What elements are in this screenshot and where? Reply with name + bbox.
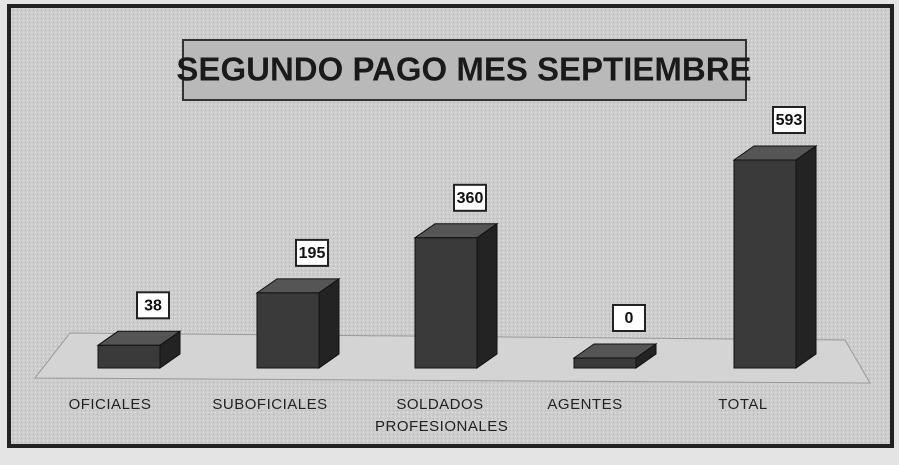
bar	[414, 237, 478, 369]
value-label: 38	[144, 298, 162, 315]
value-label: 195	[299, 245, 326, 262]
value-label-box	[136, 291, 170, 320]
bar	[733, 159, 797, 369]
value-label: 593	[776, 112, 803, 129]
bar-side	[476, 222, 498, 369]
x-tick-label: AGENTES	[547, 396, 623, 413]
x-tick-label: OFICIALES	[68, 396, 152, 413]
bar	[256, 292, 320, 369]
bar-side	[795, 145, 817, 369]
x-tick-label: TOTAL	[718, 396, 768, 413]
x-tick-label: SOLDADOS PROFESIONALES	[375, 396, 509, 435]
title-box	[182, 39, 747, 101]
value-label-box	[612, 304, 646, 332]
x-tick-label: SUBOFICIALES	[212, 396, 328, 413]
value-label-box	[772, 106, 806, 134]
bar	[573, 357, 637, 369]
value-label-box	[295, 238, 329, 267]
bar-side	[318, 277, 340, 369]
bar	[97, 344, 161, 369]
value-label: 360	[457, 190, 484, 207]
value-label: 0	[625, 310, 634, 327]
chart-title: SEGUNDO PAGO MES SEPTIEMBRE	[176, 51, 751, 88]
value-label-box	[453, 183, 487, 212]
